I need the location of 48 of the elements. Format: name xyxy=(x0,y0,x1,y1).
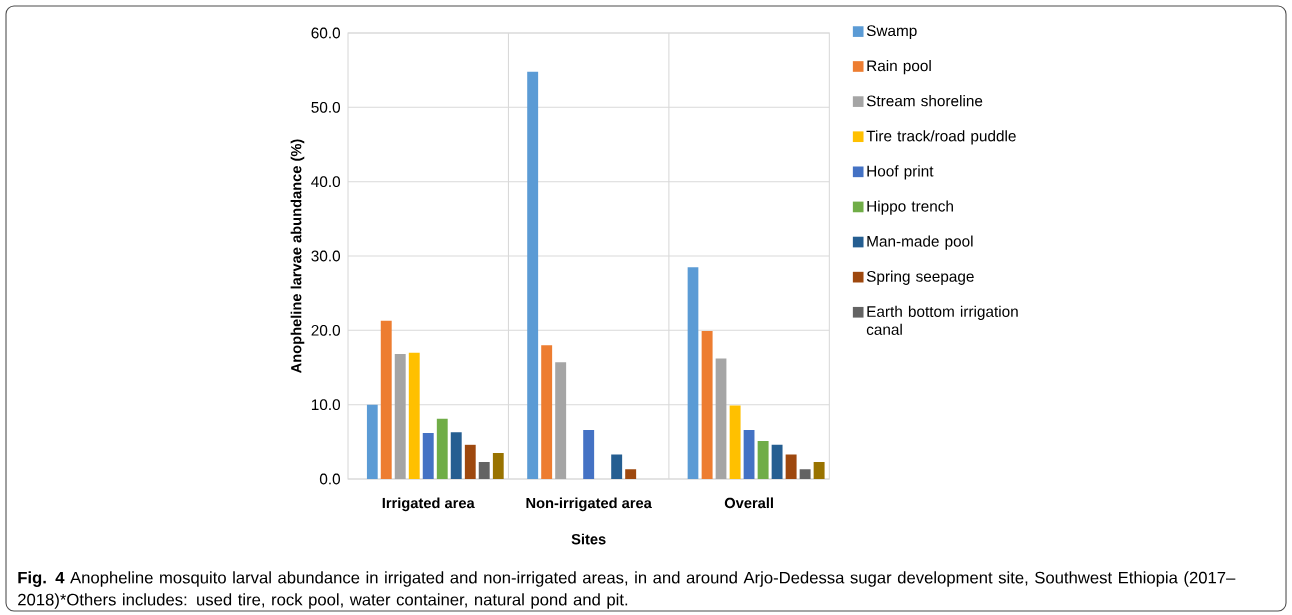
text: Fig. 4 Anopheline mosquito larval abundance in irrigated and non-irrigated areas, in and around Arjo-Dedessa sugar development site, Southwest Ethiopia (2017–2018)*Others includes: used tire, rock pool, water container, natural pond and pit. xyxy=(18,571,1236,609)
bar xyxy=(743,429,755,479)
bar xyxy=(799,469,811,479)
y-tick-label: 20.0 xyxy=(311,324,341,336)
y-tick-label: 40.0 xyxy=(311,176,341,188)
x-tick-label: Irrigated area xyxy=(382,497,475,512)
bar xyxy=(715,358,727,479)
y-tick-label: 60.0 xyxy=(311,27,341,39)
bar xyxy=(492,452,504,479)
bar xyxy=(611,454,623,479)
bar xyxy=(771,444,783,479)
bar xyxy=(541,345,553,479)
bar xyxy=(729,405,741,479)
legend-label: Swamp xyxy=(866,25,917,40)
legend-label: Hippo trench xyxy=(867,200,953,215)
x-tick-label: Overall xyxy=(724,497,773,509)
bar xyxy=(701,331,713,479)
legend-label: Earth bottom irrigation canal xyxy=(866,305,1018,335)
y-tick-label: 0.0 xyxy=(319,473,341,485)
bar xyxy=(394,354,406,479)
y-axis-title: Anopheline larvae abundance (%) xyxy=(290,139,305,374)
legend-label: Tire track/road puddle xyxy=(866,130,1016,145)
x-axis-title: Sites xyxy=(571,533,606,545)
bar xyxy=(464,444,476,479)
bar xyxy=(527,71,539,479)
bar xyxy=(422,432,434,479)
y-tick-label: 50.0 xyxy=(311,101,341,113)
bar xyxy=(450,432,462,479)
bar xyxy=(785,454,797,479)
bar xyxy=(583,429,595,479)
legend-label: Rain pool xyxy=(867,59,931,75)
bar xyxy=(625,469,637,479)
bar xyxy=(366,404,378,479)
y-tick-label: 30.0 xyxy=(311,250,341,262)
bar xyxy=(687,267,699,479)
bar xyxy=(757,441,769,479)
x-tick-label: Non-irrigated area xyxy=(526,497,652,512)
bar xyxy=(408,352,420,479)
legend-label: Spring seepage xyxy=(866,270,974,285)
bar xyxy=(555,362,567,479)
bar xyxy=(380,320,392,479)
bar xyxy=(478,461,490,479)
y-tick-label: 10.0 xyxy=(311,399,341,411)
bar xyxy=(436,418,448,479)
legend-label: Man-made pool xyxy=(867,235,973,250)
bar xyxy=(813,461,825,479)
legend-label: Hoof print xyxy=(867,165,934,180)
legend-label: Stream shoreline xyxy=(866,95,983,107)
